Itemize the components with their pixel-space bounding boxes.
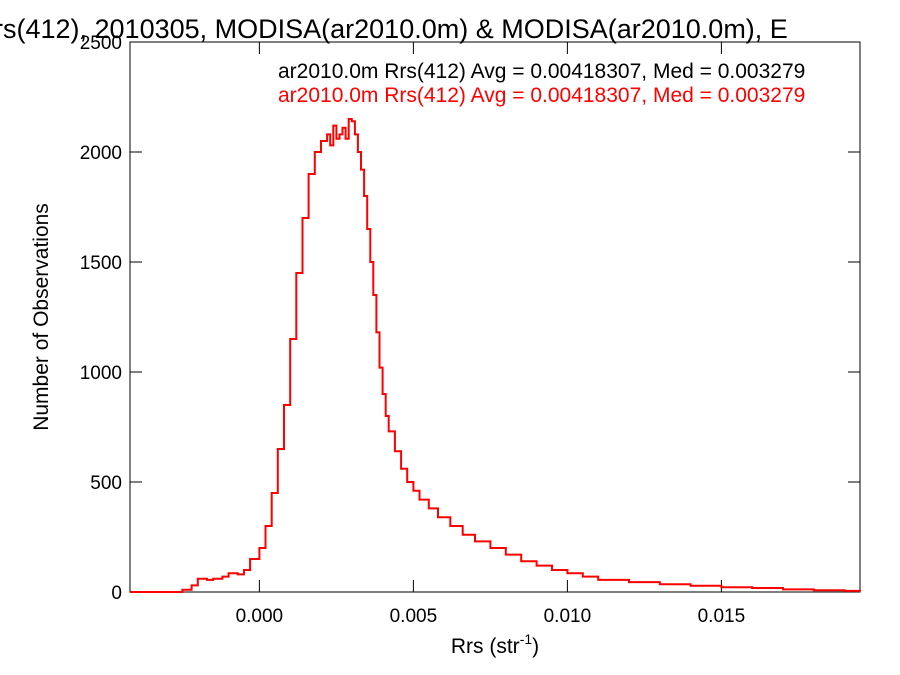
x-axis: 0.000 0.005 0.010 0.015 bbox=[236, 42, 746, 627]
x-axis-label-close: ) bbox=[532, 635, 539, 658]
x-tick-label: 0.010 bbox=[544, 606, 592, 627]
x-axis-label: Rrs (str-1) bbox=[451, 631, 539, 658]
legend-entry: ar2010.0m Rrs(412) Avg = 0.00418307, Med… bbox=[278, 84, 805, 107]
histogram-series-line bbox=[130, 118, 861, 593]
series-layer bbox=[130, 118, 861, 593]
legend-entry: ar2010.0m Rrs(412) Avg = 0.00418307, Med… bbox=[278, 60, 805, 83]
x-axis-label-main: Rrs (str bbox=[451, 635, 520, 658]
y-axis-label: Number of Observations bbox=[30, 203, 53, 431]
y-tick-label: 1000 bbox=[80, 363, 122, 384]
chart-title: rs(412), 2010305, MODISA(ar2010.0m) & MO… bbox=[0, 14, 788, 44]
legend: ar2010.0m Rrs(412) Avg = 0.00418307, Med… bbox=[278, 60, 805, 107]
y-tick-label: 2500 bbox=[80, 33, 122, 54]
plot-frame bbox=[129, 41, 861, 593]
y-tick-label: 0 bbox=[111, 583, 122, 604]
y-tick-label: 2000 bbox=[80, 143, 122, 164]
x-tick-label: 0.000 bbox=[236, 606, 284, 627]
y-axis: 0 500 1000 1500 2000 2500 bbox=[80, 33, 860, 604]
x-axis-label-superscript: -1 bbox=[520, 631, 533, 647]
x-tick-label: 0.015 bbox=[698, 606, 746, 627]
x-tick-label: 0.005 bbox=[390, 606, 438, 627]
y-tick-label: 500 bbox=[90, 473, 122, 494]
y-tick-label: 1500 bbox=[80, 253, 122, 274]
